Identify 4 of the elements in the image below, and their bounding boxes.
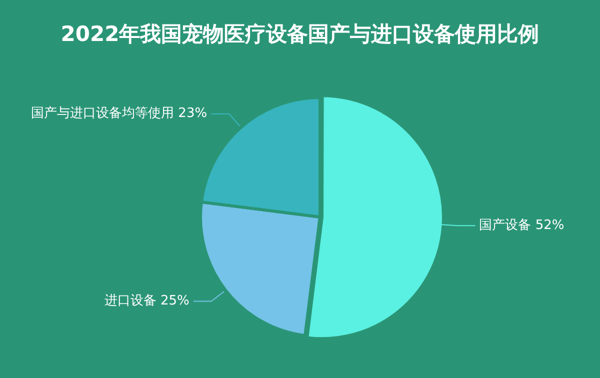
slice-label: 国产与进口设备均等使用 23% (31, 106, 208, 122)
slice-label: 国产设备 52% (479, 218, 564, 234)
chart-title: 2022年我国宠物医疗设备国产与进口设备使用比例 (60, 21, 540, 48)
slice-label: 进口设备 25% (104, 294, 190, 309)
